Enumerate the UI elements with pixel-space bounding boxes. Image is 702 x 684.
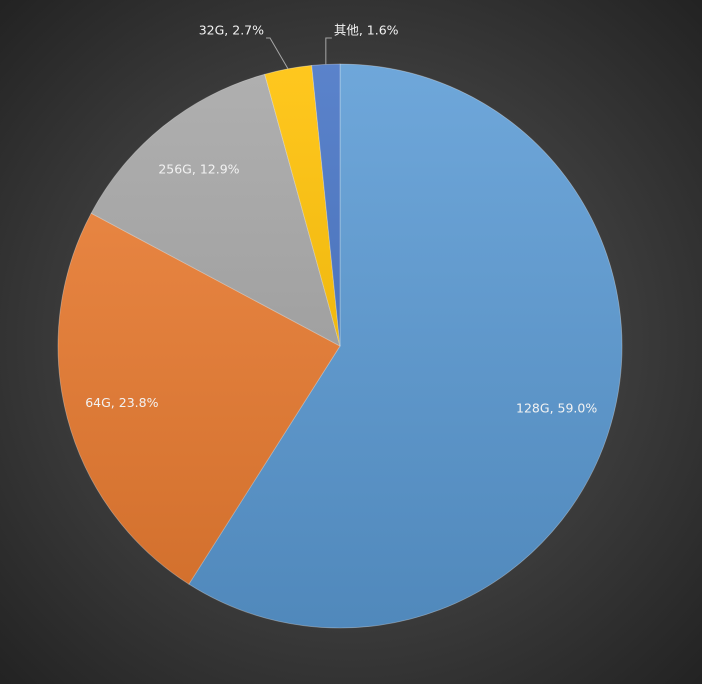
data-label: 256G, 12.9% <box>158 161 239 176</box>
data-label: 128G, 59.0% <box>516 400 597 415</box>
labels: 128G, 59.0% 64G, 23.8% 256G, 12.9% 32G, 2.7… <box>85 23 597 416</box>
data-label: 64G, 23.8% <box>85 395 158 410</box>
data-label: 其他, 1.6% <box>334 23 399 38</box>
pie <box>57 63 623 629</box>
data-label: 32G, 2.7% <box>199 23 264 38</box>
leader-line <box>325 37 332 65</box>
leader-line <box>266 37 289 70</box>
